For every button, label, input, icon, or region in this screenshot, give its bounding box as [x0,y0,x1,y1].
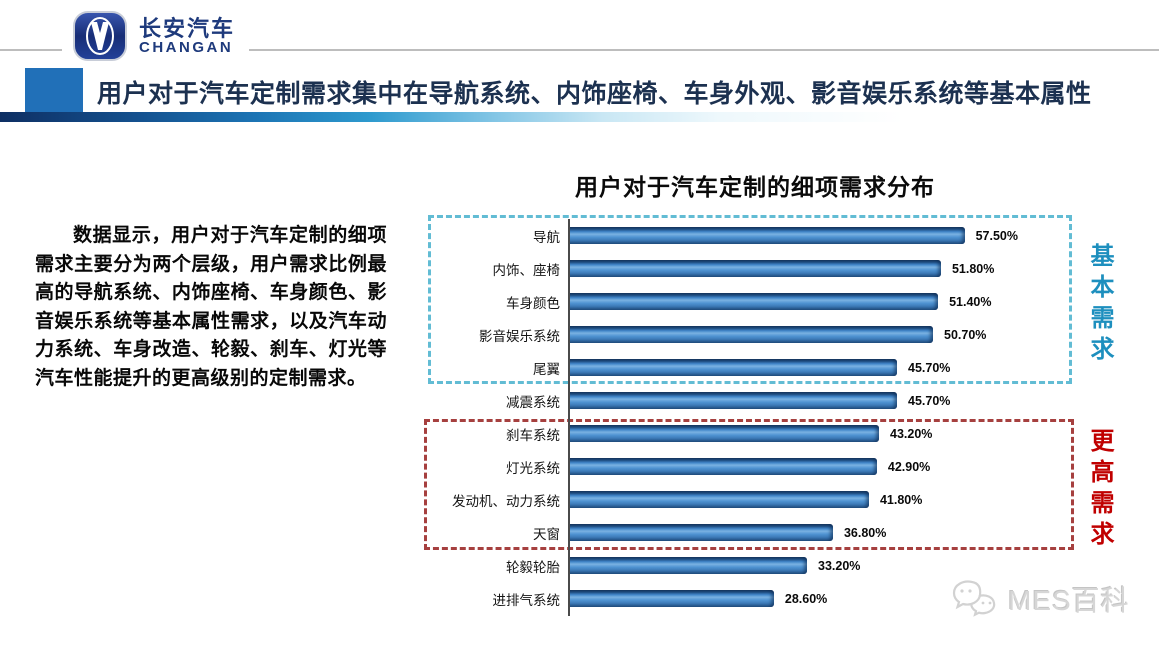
category-label: 灯光系统 [506,460,560,476]
category-label: 天窗 [533,526,560,542]
bar [568,293,939,310]
changan-emblem-icon [73,11,127,61]
bar [568,326,934,343]
bar-value-label: 42.90% [887,459,931,474]
category-label: 影音娱乐系统 [479,328,560,344]
category-label: 发动机、动力系统 [452,493,560,509]
bar-track: 41.80% [568,491,1018,508]
chart-row: 轮毅轮胎 33.20% [433,549,1093,582]
chart-row: 车身颜色 51.40% [433,285,1093,318]
watermark: MES百科 [948,576,1130,622]
chart-row: 灯光系统 42.90% [433,450,1093,483]
bar-value-label: 45.70% [908,360,951,375]
basic-needs-group-box [428,215,1072,384]
brand-logo: 长安汽车 CHANGAN [62,5,250,67]
chart-row: 天窗 36.80% [433,516,1093,549]
bar-track: 45.70% [568,359,1018,376]
bar-value-label: 43.20% [890,426,933,441]
bar-track: 51.80% [568,260,1018,277]
bar-value-label: 28.60% [784,591,828,606]
bar-track: 43.20% [568,425,1018,442]
bar [568,425,880,442]
brand-name-en: CHANGAN [139,38,234,56]
brand-wordmark: 长安汽车 CHANGAN [139,15,236,56]
category-label: 刹车系统 [506,427,560,443]
bar [568,590,774,607]
bar-value-label: 45.70% [908,393,951,408]
bar-track: 36.80% [568,524,1018,541]
chart-plot-area: 导航 57.50% 内饰、座椅 51.80% 车身颜色 51.40% 影音娱乐系统 50.70… [433,219,1093,615]
watermark-text: MES百科 [1008,585,1130,616]
higher-needs-group-box [424,419,1074,550]
category-label: 进排气系统 [492,592,561,608]
bar [568,557,808,574]
bar-value-label: 51.80% [951,261,995,276]
basic-needs-label: 基本需求 [1086,243,1113,367]
bar-value-label: 51.40% [949,294,992,309]
chart-y-axis-line [568,219,570,616]
category-label: 减震系统 [506,394,560,410]
bar-value-label: 50.70% [944,327,987,342]
header-divider-line [0,49,1159,51]
bar-value-label: 33.20% [818,558,861,573]
intro-paragraph: 数据显示，用户对于汽车定制的细项需求主要分为两个层级，用户需求比例最高的导航系统… [35,225,387,389]
bar-track: 51.40% [568,293,1018,310]
chart-row: 减震系统 45.70% [433,384,1093,417]
bar-value-label: 36.80% [843,525,887,540]
brand-name-cn: 长安汽车 [139,15,236,41]
category-label: 尾翼 [533,361,560,377]
bar-value-label: 57.50% [975,228,1018,243]
bar [568,458,877,475]
bar [568,392,898,409]
bar [568,227,965,244]
slide-title: 用户对于汽车定制需求集中在导航系统、内饰座椅、车身外观、影音娱乐系统等基本属性 [97,80,1092,108]
bar [568,260,941,277]
chart-row: 影音娱乐系统 50.70% [433,318,1093,351]
wechat-icon [952,580,996,617]
chart-row: 进排气系统 28.60% [433,582,1093,615]
chart-row: 尾翼 45.70% [433,351,1093,384]
bar [568,524,833,541]
bar-track: 50.70% [568,326,1018,343]
category-label: 导航 [533,229,560,245]
bar-track: 33.20% [568,557,1018,574]
category-label: 车身颜色 [506,295,560,311]
category-label: 轮毅轮胎 [506,559,560,575]
bar-track: 42.90% [568,458,1018,475]
bar [568,491,869,508]
bar-track: 57.50% [568,227,1018,244]
bar-value-label: 41.80% [879,492,923,507]
bar-track: 45.70% [568,392,1018,409]
chart-row: 内饰、座椅 51.80% [433,252,1093,285]
title-accent-block [25,68,83,112]
chart-row: 发动机、动力系统 41.80% [433,483,1093,516]
bar [568,359,898,376]
higher-needs-label: 更高需求 [1086,428,1113,552]
category-label: 内饰、座椅 [492,262,561,278]
bar-track: 28.60% [568,590,1018,607]
chart-title: 用户对于汽车定制的细项需求分布 [575,174,935,200]
chart-row: 导航 57.50% [433,219,1093,252]
header-gradient-bar [0,112,1159,122]
chart-row: 刹车系统 43.20% [433,417,1093,450]
